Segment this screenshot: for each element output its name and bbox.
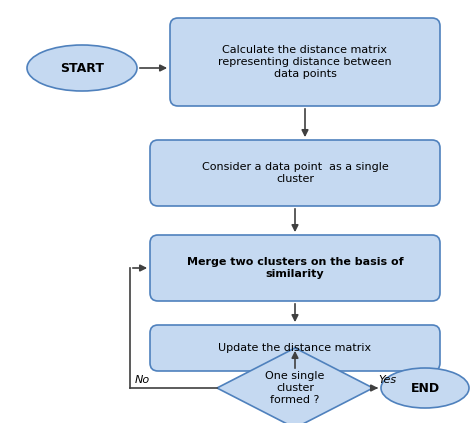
FancyBboxPatch shape xyxy=(150,235,440,301)
Polygon shape xyxy=(217,348,373,423)
FancyBboxPatch shape xyxy=(150,325,440,371)
Ellipse shape xyxy=(27,45,137,91)
Text: Merge two clusters on the basis of
similarity: Merge two clusters on the basis of simil… xyxy=(187,257,403,279)
Text: Update the distance matrix: Update the distance matrix xyxy=(219,343,372,353)
Text: Yes: Yes xyxy=(378,375,396,385)
Text: END: END xyxy=(410,382,439,395)
FancyBboxPatch shape xyxy=(150,140,440,206)
Text: Calculate the distance matrix
representing distance between
data points: Calculate the distance matrix representi… xyxy=(218,45,392,79)
Text: START: START xyxy=(60,61,104,74)
Text: One single
cluster
formed ?: One single cluster formed ? xyxy=(265,371,325,405)
FancyBboxPatch shape xyxy=(170,18,440,106)
Text: No: No xyxy=(135,375,150,385)
Ellipse shape xyxy=(381,368,469,408)
Text: Consider a data point  as a single
cluster: Consider a data point as a single cluste… xyxy=(201,162,388,184)
